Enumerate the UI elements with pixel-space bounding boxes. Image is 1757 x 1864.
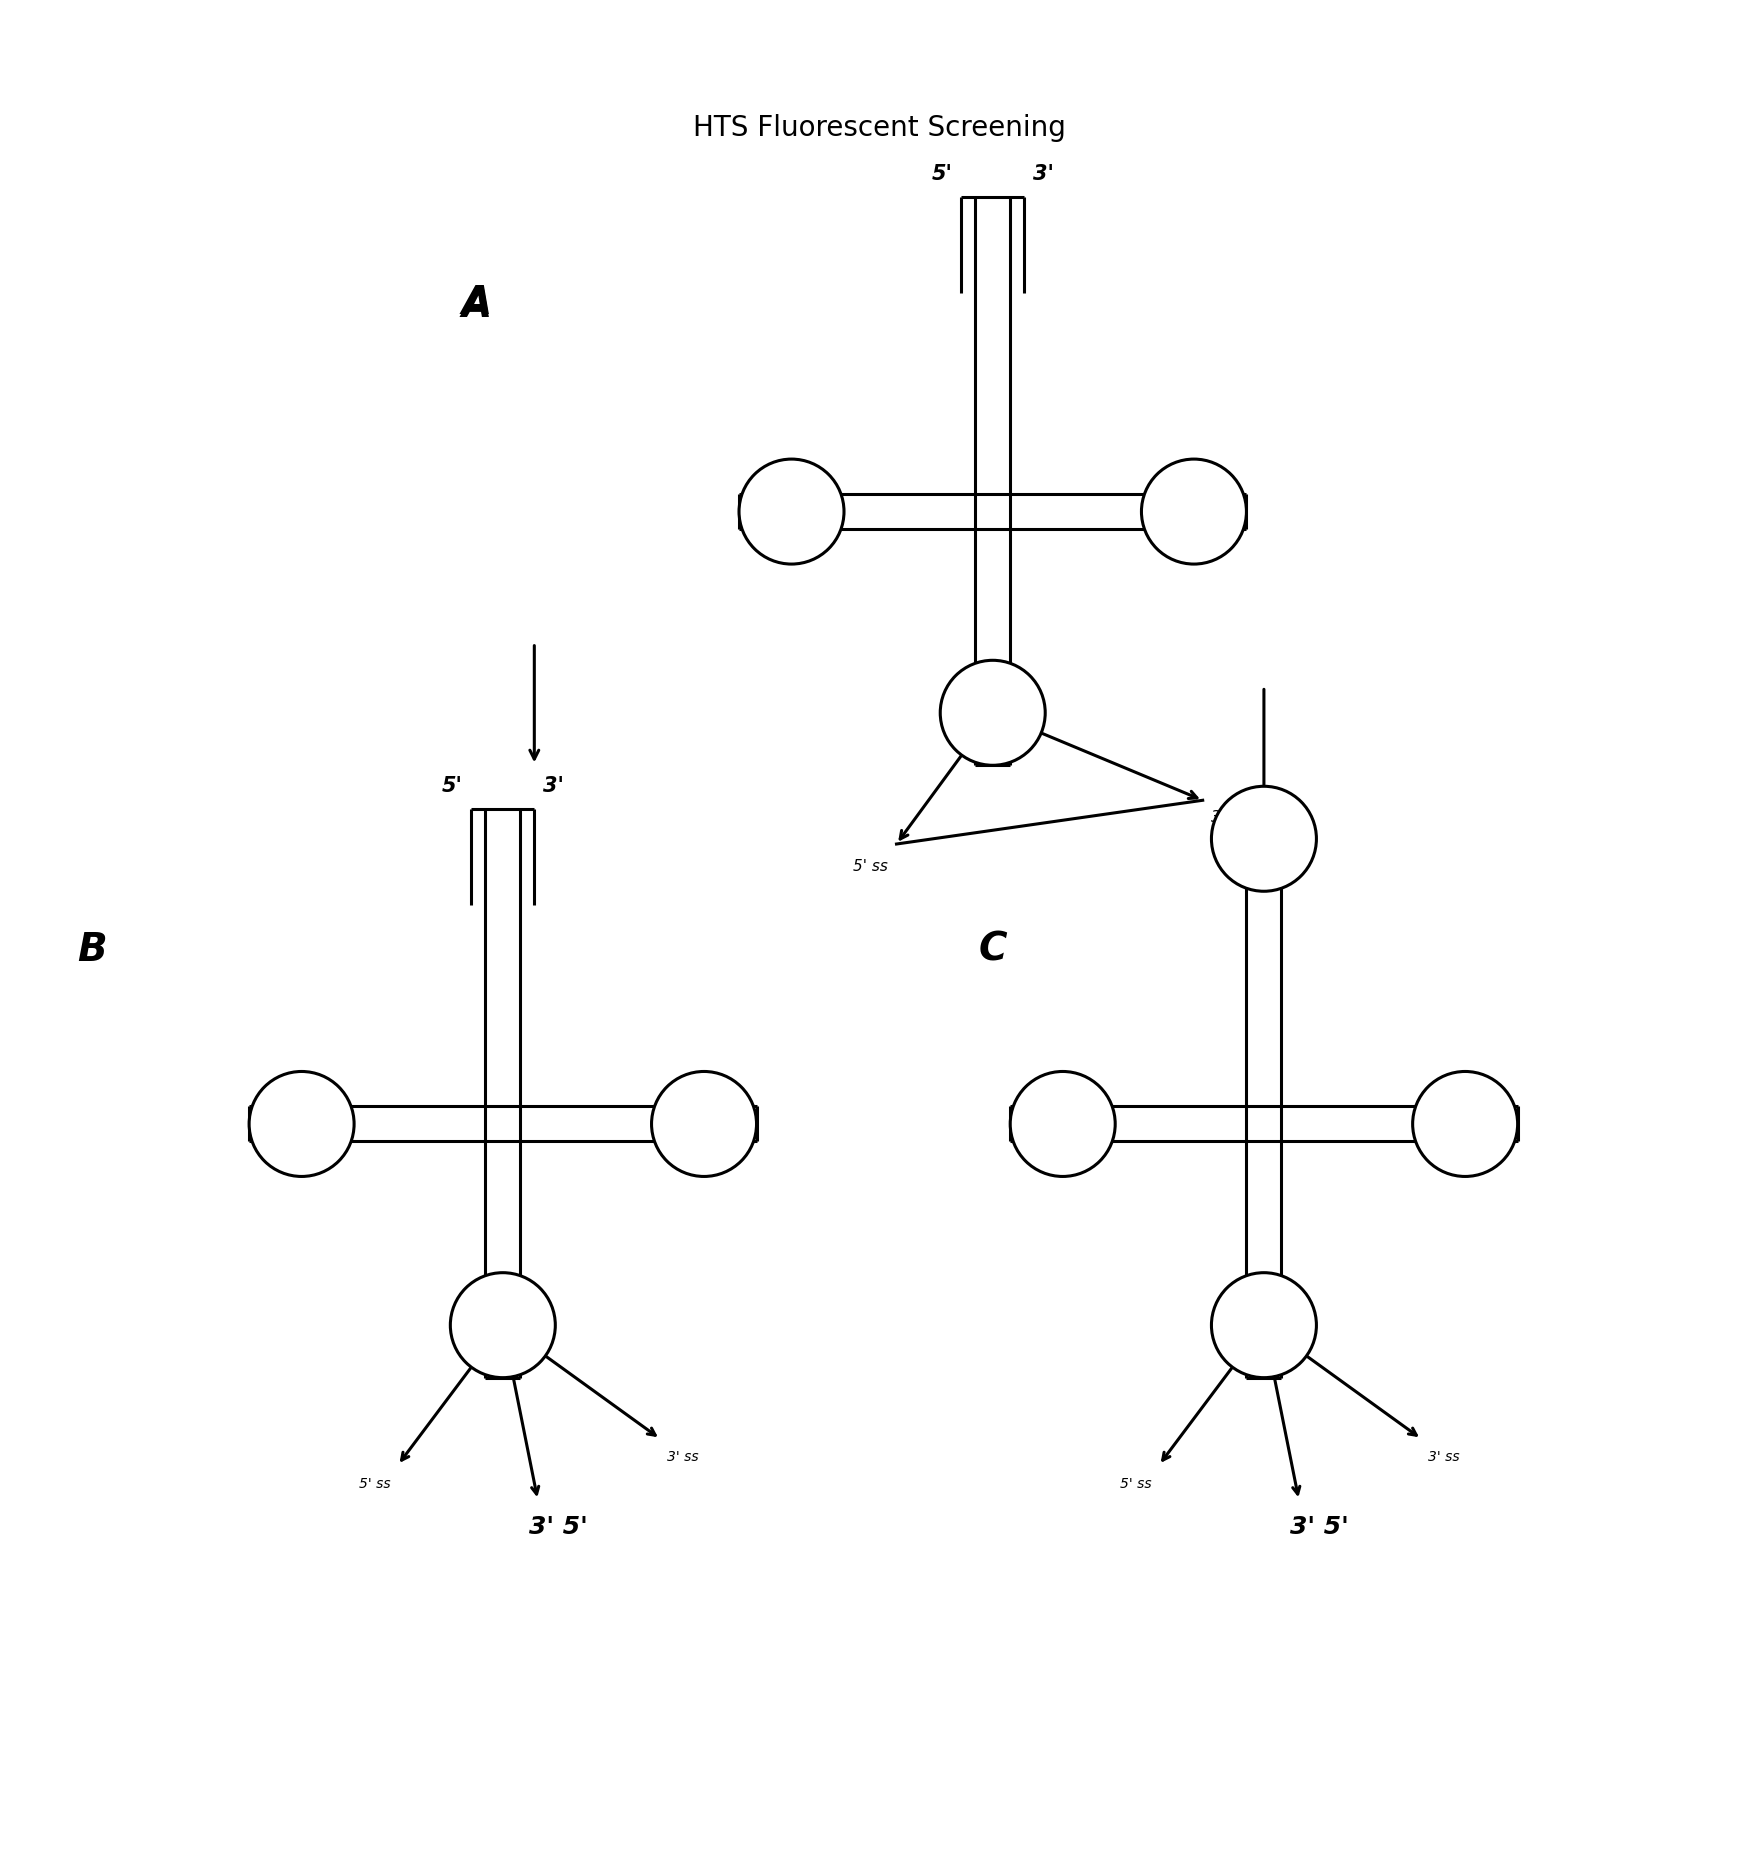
Text: 3' ss: 3' ss xyxy=(668,1450,699,1463)
Text: A: A xyxy=(462,287,492,324)
Circle shape xyxy=(652,1072,756,1176)
Text: B: B xyxy=(77,930,107,969)
Text: C: C xyxy=(979,930,1007,969)
Text: HTS Fluorescent Screening: HTS Fluorescent Screening xyxy=(692,114,1065,142)
Circle shape xyxy=(940,662,1045,766)
Circle shape xyxy=(249,1072,353,1176)
Text: 3' ss: 3' ss xyxy=(1211,809,1246,824)
Text: 3': 3' xyxy=(543,775,564,796)
Circle shape xyxy=(450,1273,555,1377)
Circle shape xyxy=(738,460,843,565)
Text: 3' 5': 3' 5' xyxy=(1290,1514,1348,1538)
Circle shape xyxy=(1413,1072,1516,1176)
Text: 5' ss: 5' ss xyxy=(358,1476,390,1489)
Circle shape xyxy=(1010,1072,1114,1176)
Text: 5': 5' xyxy=(441,775,462,796)
Text: 5': 5' xyxy=(931,164,952,183)
Text: 3': 3' xyxy=(1033,164,1052,183)
Text: 3' 5': 3' 5' xyxy=(529,1514,587,1538)
Text: A: A xyxy=(462,283,492,321)
Text: 5' ss: 5' ss xyxy=(852,859,887,874)
Text: 5' ss: 5' ss xyxy=(1119,1476,1151,1489)
Circle shape xyxy=(1140,460,1246,565)
Circle shape xyxy=(1211,1273,1316,1377)
Circle shape xyxy=(1211,787,1316,891)
Text: 3' ss: 3' ss xyxy=(1428,1450,1460,1463)
